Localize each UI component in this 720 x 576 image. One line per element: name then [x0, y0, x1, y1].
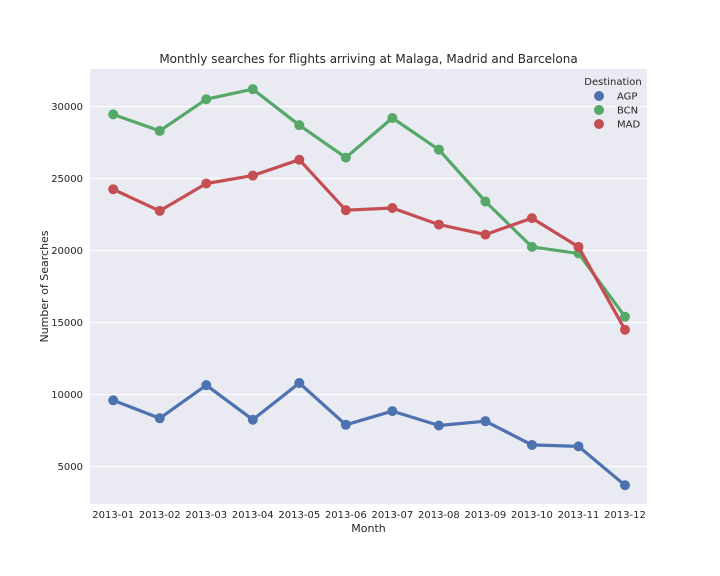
y-tick-label: 25000	[51, 174, 83, 185]
y-axis-title: Number of Searches	[38, 230, 51, 342]
data-point	[387, 406, 398, 417]
data-point	[573, 441, 584, 452]
legend-label: BCN	[617, 106, 638, 117]
series-line	[111, 158, 627, 332]
x-tick-label: 2013-09	[465, 510, 507, 521]
data-point	[340, 205, 351, 216]
data-point	[340, 152, 351, 163]
legend: Destination AGP BCN MAD	[584, 77, 641, 131]
data-point	[480, 416, 491, 427]
data-point	[526, 241, 537, 252]
x-tick-label: 2013-12	[604, 510, 646, 521]
data-point	[526, 439, 537, 450]
legend-marker	[594, 119, 604, 129]
data-point	[247, 84, 258, 95]
data-point	[294, 154, 305, 165]
data-point	[620, 311, 630, 322]
legend-title: Destination	[584, 77, 641, 88]
y-tick-label: 10000	[51, 390, 83, 401]
x-axis-ticks: 2013-01 2013-02 2013-03 2013-04 2013-05 2013-…	[92, 510, 646, 521]
data-point	[573, 241, 584, 252]
x-tick-label: 2013-06	[325, 510, 367, 521]
data-point	[387, 112, 398, 123]
legend-marker	[594, 105, 604, 115]
data-point	[433, 420, 444, 431]
data-point	[201, 94, 212, 105]
data-point	[108, 184, 119, 195]
series-mad	[108, 154, 630, 335]
data-point	[247, 170, 258, 181]
data-point	[433, 219, 444, 230]
legend-label: AGP	[617, 92, 637, 103]
x-tick-label: 2013-03	[185, 510, 227, 521]
legend-label: MAD	[617, 120, 640, 131]
data-point	[340, 419, 351, 430]
series-bcn	[108, 84, 630, 322]
data-point	[154, 205, 165, 216]
plot-background	[90, 69, 647, 504]
chart-title: Monthly searches for flights arriving at…	[159, 52, 577, 66]
x-tick-label: 2013-07	[371, 510, 413, 521]
y-tick-label: 5000	[58, 462, 83, 473]
data-point	[201, 380, 212, 391]
x-tick-label: 2013-08	[418, 510, 460, 521]
x-tick-label: 2013-04	[232, 510, 274, 521]
x-axis-title: Month	[351, 522, 386, 535]
y-axis-ticks: 5000 10000 15000 20000 25000 30000	[51, 102, 83, 473]
x-tick-label: 2013-01	[92, 510, 134, 521]
series-line	[111, 381, 627, 487]
y-tick-label: 20000	[51, 246, 83, 257]
data-point	[108, 109, 119, 120]
series-layer	[108, 84, 630, 491]
x-tick-label: 2013-05	[278, 510, 320, 521]
y-tick-label: 15000	[51, 318, 83, 329]
series-agp	[108, 378, 630, 491]
data-point	[294, 378, 305, 389]
data-point	[480, 196, 491, 207]
data-point	[247, 414, 258, 425]
data-point	[526, 213, 537, 224]
data-point	[108, 395, 119, 406]
data-point	[620, 324, 630, 335]
x-tick-label: 2013-11	[558, 510, 600, 521]
data-point	[201, 178, 212, 189]
x-tick-label: 2013-10	[511, 510, 553, 521]
y-tick-label: 30000	[51, 102, 83, 113]
data-point	[620, 480, 630, 491]
data-point	[480, 229, 491, 240]
legend-marker	[594, 91, 604, 101]
data-point	[154, 413, 165, 424]
series-line	[111, 87, 627, 319]
gridlines	[90, 105, 647, 468]
data-point	[387, 202, 398, 213]
x-tick-label: 2013-02	[139, 510, 181, 521]
data-point	[294, 120, 305, 131]
data-point	[433, 144, 444, 155]
data-point	[154, 125, 165, 136]
